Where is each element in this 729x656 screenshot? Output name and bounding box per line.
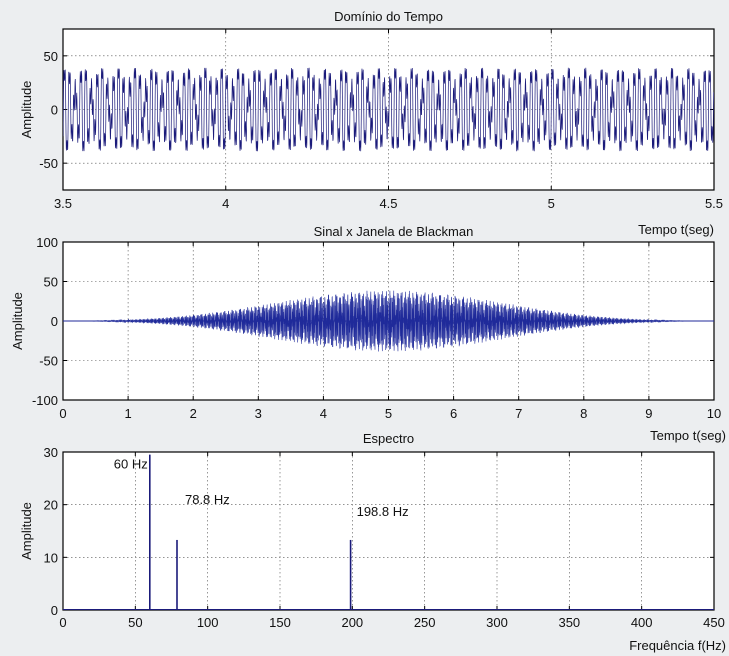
x-tick-label: 10 [707, 406, 721, 421]
chart-title: Domínio do Tempo [334, 9, 443, 24]
x-tick-label: 4 [222, 196, 229, 211]
x-tick-label: 450 [703, 615, 725, 630]
x-tick-label: 0 [59, 615, 66, 630]
x-tick-label: 5 [385, 406, 392, 421]
y-tick-label: 0 [51, 314, 58, 329]
signal-line [63, 67, 714, 152]
y-axis-label: Amplitude [10, 292, 25, 350]
y-tick-label: 100 [36, 235, 58, 250]
peak-label: 78.8 Hz [185, 492, 230, 507]
x-tick-label: 150 [269, 615, 291, 630]
x-tick-label: 100 [197, 615, 219, 630]
y-axis-label: Amplitude [19, 502, 34, 560]
peak-label: 198.8 Hz [357, 504, 409, 519]
x-tick-label: 50 [128, 615, 142, 630]
x-tick-label: 7 [515, 406, 522, 421]
x-tick-label: 350 [558, 615, 580, 630]
x-axis-label: Frequência f(Hz) [629, 638, 726, 653]
y-tick-label: -50 [39, 354, 58, 369]
y-tick-label: 0 [51, 103, 58, 118]
x-tick-label: 9 [645, 406, 652, 421]
x-tick-label: 250 [414, 615, 436, 630]
y-tick-label: 50 [44, 275, 58, 290]
x-tick-label: 6 [450, 406, 457, 421]
x-tick-label: 0 [59, 406, 66, 421]
x-tick-label: 300 [486, 615, 508, 630]
y-tick-label: 0 [51, 603, 58, 618]
x-tick-label: 4.5 [379, 196, 397, 211]
y-tick-label: 10 [44, 550, 58, 565]
chart-title: Espectro [363, 431, 414, 446]
x-tick-label: 400 [631, 615, 653, 630]
x-tick-label: 2 [190, 406, 197, 421]
peak-label: 60 Hz [114, 457, 148, 472]
x-tick-label: 8 [580, 406, 587, 421]
x-tick-label: 3 [255, 406, 262, 421]
x-axis-label: Tempo t(seg) [638, 222, 714, 237]
x-tick-label: 200 [341, 615, 363, 630]
spectrum-chart: 0 50 100 150 200 250 300 350 400 450 0 10 20 30 Espect… [19, 431, 726, 653]
x-tick-label: 5 [548, 196, 555, 211]
x-tick-label: 1 [124, 406, 131, 421]
time-domain-chart: 3.5 4 4.5 5 5.5 -50 0 50 Domínio do Tempo Tempo t… [19, 9, 723, 237]
x-axis-label: Tempo t(seg) [650, 428, 726, 443]
blackman-window-chart: 0 1 2 3 4 5 6 7 8 9 10 -100 -50 0 50 100 Sinal x Janela … [10, 224, 726, 443]
y-tick-label: -100 [32, 393, 58, 408]
x-tick-label: 5.5 [705, 196, 723, 211]
y-axis-label: Amplitude [19, 81, 34, 139]
y-tick-label: -50 [39, 156, 58, 171]
y-tick-label: 50 [44, 49, 58, 64]
x-tick-label: 3.5 [54, 196, 72, 211]
chart-title: Sinal x Janela de Blackman [314, 224, 474, 239]
y-tick-label: 20 [44, 498, 58, 513]
plot-area [62, 451, 715, 611]
x-tick-label: 4 [320, 406, 327, 421]
y-tick-label: 30 [44, 445, 58, 460]
